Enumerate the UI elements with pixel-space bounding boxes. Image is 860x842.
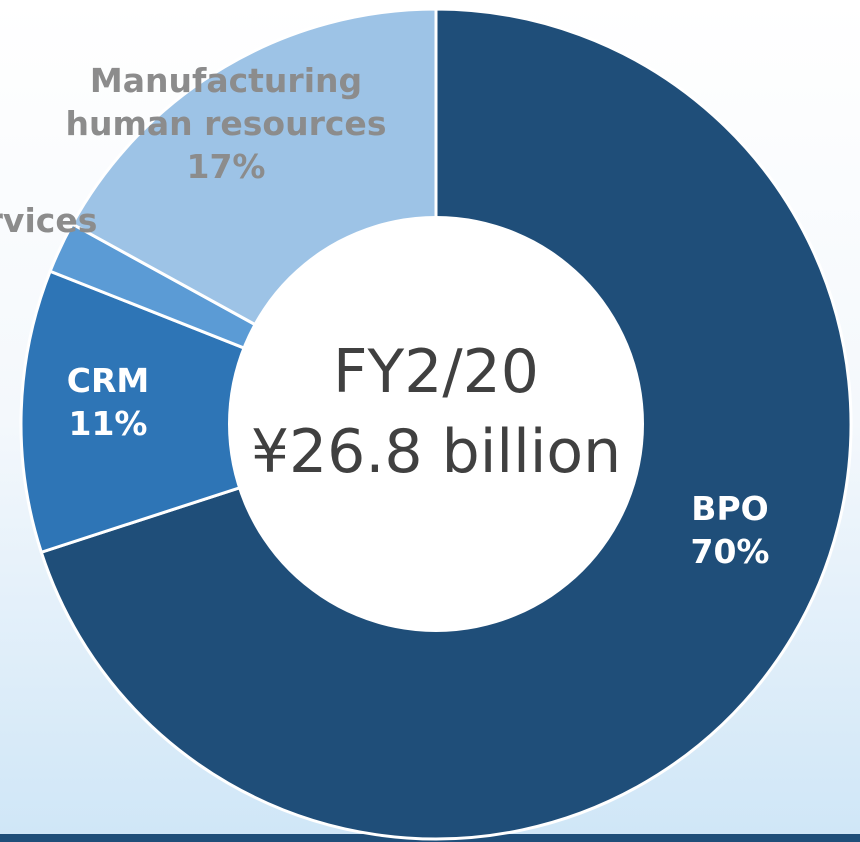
value-label: 17% [187, 147, 266, 186]
donut-hole [228, 216, 644, 632]
slice-label: rvices [0, 201, 97, 240]
name-line: human resources [66, 104, 387, 143]
center-title: FY2/20 [333, 337, 539, 407]
center-value: ¥26.8 billion [251, 417, 621, 487]
slice-label: Manufacturing human resources 17% [66, 61, 387, 186]
name-line: Manufacturing [90, 61, 362, 100]
value-label: 11% [69, 404, 148, 443]
value-label: 70% [691, 532, 770, 571]
category-name: rvices [0, 201, 97, 240]
category-name: CRM [67, 361, 149, 400]
slice-label: BPO 70% [691, 489, 770, 571]
category-name: BPO [691, 489, 768, 528]
slice-label: CRM 11% [67, 361, 149, 443]
